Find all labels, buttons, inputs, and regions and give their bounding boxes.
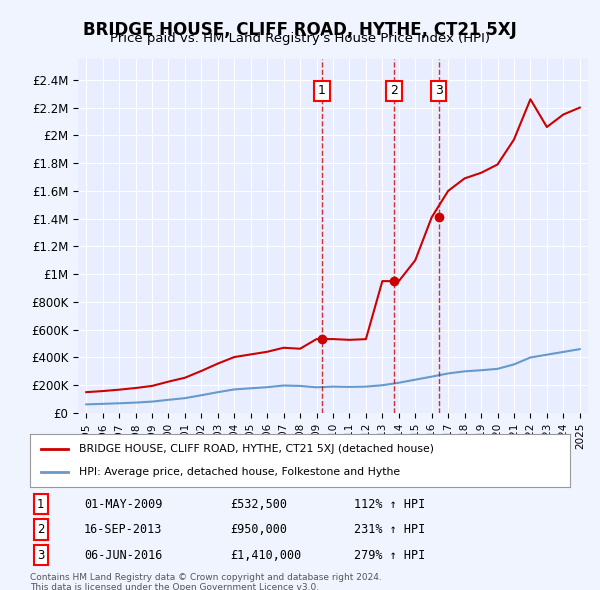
Text: 279% ↑ HPI: 279% ↑ HPI [354, 549, 425, 562]
Text: 06-JUN-2016: 06-JUN-2016 [84, 549, 163, 562]
Text: £950,000: £950,000 [230, 523, 287, 536]
Text: £532,500: £532,500 [230, 497, 287, 510]
Text: Price paid vs. HM Land Registry's House Price Index (HPI): Price paid vs. HM Land Registry's House … [110, 32, 490, 45]
Text: 3: 3 [435, 84, 443, 97]
Text: 112% ↑ HPI: 112% ↑ HPI [354, 497, 425, 510]
Text: 1: 1 [318, 84, 326, 97]
Text: HPI: Average price, detached house, Folkestone and Hythe: HPI: Average price, detached house, Folk… [79, 467, 400, 477]
Text: BRIDGE HOUSE, CLIFF ROAD, HYTHE, CT21 5XJ (detached house): BRIDGE HOUSE, CLIFF ROAD, HYTHE, CT21 5X… [79, 444, 434, 454]
Text: BRIDGE HOUSE, CLIFF ROAD, HYTHE, CT21 5XJ: BRIDGE HOUSE, CLIFF ROAD, HYTHE, CT21 5X… [83, 21, 517, 39]
Text: £1,410,000: £1,410,000 [230, 549, 301, 562]
Text: Contains HM Land Registry data © Crown copyright and database right 2024.: Contains HM Land Registry data © Crown c… [30, 573, 382, 582]
Text: 2: 2 [390, 84, 398, 97]
Text: 3: 3 [37, 549, 44, 562]
Text: 2: 2 [37, 523, 44, 536]
Text: 231% ↑ HPI: 231% ↑ HPI [354, 523, 425, 536]
Text: This data is licensed under the Open Government Licence v3.0.: This data is licensed under the Open Gov… [30, 583, 319, 590]
Text: 16-SEP-2013: 16-SEP-2013 [84, 523, 163, 536]
Text: 01-MAY-2009: 01-MAY-2009 [84, 497, 163, 510]
Text: 1: 1 [37, 497, 44, 510]
